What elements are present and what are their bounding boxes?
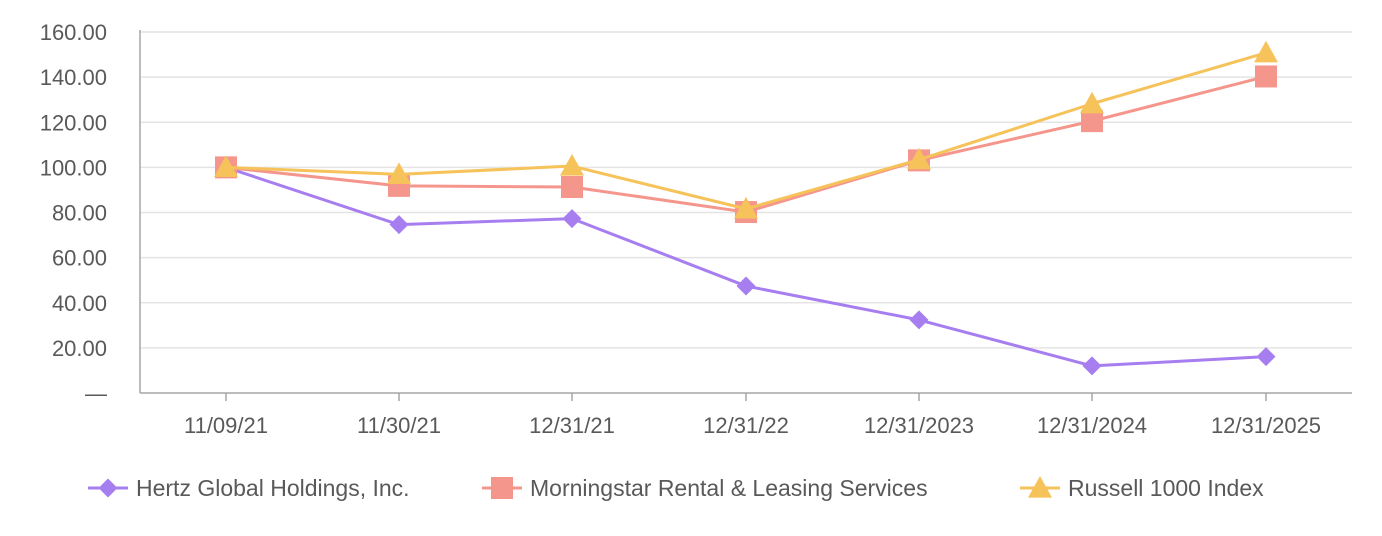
series-1	[216, 157, 1276, 376]
legend: Hertz Global Holdings, Inc. Morningstar R…	[88, 475, 1264, 501]
y-tick-label: 120.00	[40, 110, 107, 135]
data-point	[560, 154, 584, 176]
y-tick-label: 100.00	[40, 155, 107, 180]
x-tick-label: 12/31/2023	[864, 413, 974, 438]
x-tick-label: 12/31/2024	[1037, 413, 1147, 438]
data-point	[734, 196, 758, 219]
data-point	[1255, 65, 1277, 88]
data-point	[1256, 347, 1276, 367]
series-line	[225, 74, 1267, 214]
y-tick-label: 40.00	[52, 291, 107, 316]
y-tick-label: 140.00	[40, 65, 107, 90]
legend-item-1: Hertz Global Holdings, Inc.	[88, 475, 410, 501]
x-tick-label: 12/31/2025	[1211, 413, 1321, 438]
data-point	[736, 276, 756, 296]
data-point	[561, 176, 583, 199]
data-point	[1081, 110, 1103, 133]
y-axis-ticks: — 20.00 40.00 60.00 80.00 100.00 120.00 140.00 1…	[40, 20, 107, 406]
data-point	[387, 162, 411, 184]
data-point	[1080, 91, 1104, 114]
legend-item-3: Russell 1000 Index	[1020, 475, 1264, 501]
x-tick-label: 12/31/21	[529, 413, 615, 438]
x-tick-label: 11/09/21	[184, 413, 268, 438]
data-point	[1254, 40, 1278, 63]
grid-lines	[140, 31, 1352, 349]
series-3	[214, 40, 1278, 219]
series-group	[214, 40, 1278, 376]
legend-label: Hertz Global Holdings, Inc.	[136, 475, 410, 501]
y-tick-label: 160.00	[40, 20, 107, 45]
data-point	[907, 147, 931, 170]
x-tick-label: 12/31/22	[703, 413, 789, 438]
legend-marker	[1028, 476, 1052, 498]
y-tick-label: —	[85, 381, 107, 406]
y-tick-label: 80.00	[52, 201, 107, 226]
legend-marker	[98, 478, 118, 498]
legend-marker	[491, 477, 513, 499]
legend-label: Russell 1000 Index	[1068, 475, 1264, 501]
x-axis-ticks: 11/09/21 11/30/21 12/31/21 12/31/22 12/31/20…	[184, 393, 1321, 438]
y-tick-label: 60.00	[52, 246, 107, 271]
data-point	[214, 155, 238, 177]
legend-item-2: Morningstar Rental & Leasing Services	[482, 475, 928, 501]
data-point	[909, 310, 929, 330]
data-point	[1082, 356, 1102, 376]
data-point	[389, 215, 409, 235]
legend-label: Morningstar Rental & Leasing Services	[530, 475, 928, 501]
data-point	[562, 209, 582, 229]
x-tick-label: 11/30/21	[357, 413, 441, 438]
y-tick-label: 20.00	[52, 336, 107, 361]
